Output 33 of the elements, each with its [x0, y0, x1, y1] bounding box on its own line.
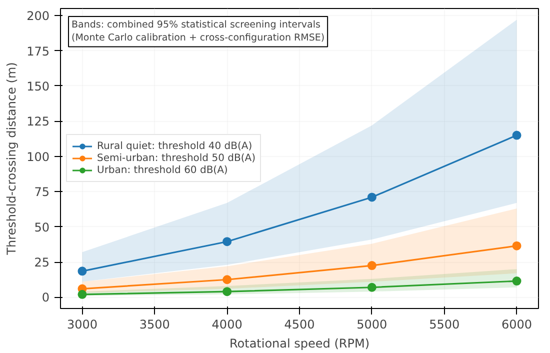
y-tick-label: 175	[26, 44, 50, 58]
x-tick-label: 3000	[66, 318, 98, 332]
legend-label: Urban: threshold 60 dB(A)	[97, 164, 228, 176]
x-axis-title: Rotational speed (RPM)	[229, 336, 370, 350]
point	[222, 237, 232, 246]
point	[512, 276, 522, 286]
point	[367, 261, 376, 270]
y-tick-label: 25	[34, 256, 50, 270]
point	[78, 290, 87, 299]
y-tick-label: 150	[26, 79, 50, 94]
x-tick-label: 4500	[284, 318, 315, 332]
point	[222, 275, 232, 284]
legend-label: Semi-urban: threshold 50 dB(A)	[97, 152, 256, 164]
point	[367, 282, 376, 292]
y-tick-label: 100	[26, 150, 50, 164]
annotation: Bands: combined 95% statistical screening intervals (Monte Carlo calibration + cross-configuration RMSE)	[72, 20, 325, 44]
x-tick-label: 5500	[429, 318, 460, 332]
y-tick-label: 75	[34, 185, 50, 200]
y-tick-label: 200	[26, 9, 50, 24]
x-tick-label: 5000	[356, 318, 388, 332]
point	[367, 192, 376, 202]
y-tick-label: 50	[34, 220, 50, 234]
y-tick-label: 125	[26, 114, 50, 129]
x-tick-label: 3500	[139, 318, 170, 332]
point	[78, 266, 87, 276]
x-tick-label: 6000	[502, 318, 532, 332]
y-tick-label: 0	[42, 290, 50, 305]
point	[512, 241, 522, 250]
legend-label: Rural quiet: threshold 40 dB(A)	[97, 140, 252, 152]
x-tick-label: 4000	[212, 318, 242, 332]
point	[512, 130, 522, 140]
y-axis-title: Threshold-crossing distance (m)	[4, 62, 19, 256]
point	[222, 287, 232, 296]
